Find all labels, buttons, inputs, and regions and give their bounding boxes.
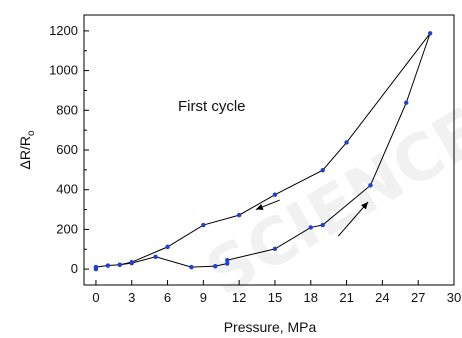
x-tick-label: 12 <box>232 290 246 305</box>
arrow-loading-shaft <box>337 201 369 237</box>
data-point <box>236 212 242 218</box>
data-point <box>93 264 99 270</box>
data-point <box>272 192 278 197</box>
y-axis-title-subscript: o <box>26 130 37 136</box>
series-layer <box>93 31 433 272</box>
data-point <box>225 261 230 266</box>
data-point <box>153 254 158 260</box>
data-point <box>117 262 123 267</box>
data-point <box>105 263 111 268</box>
data-point <box>129 259 134 265</box>
arrow-layer <box>255 199 369 237</box>
data-point <box>165 244 170 250</box>
data-point <box>404 100 409 105</box>
x-tick-label: 24 <box>375 290 389 305</box>
x-tick-label: 21 <box>339 290 353 305</box>
data-point <box>201 222 206 228</box>
y-tick-label: 600 <box>56 142 78 157</box>
arrow-unloading-head <box>255 203 264 210</box>
y-tick-label: 400 <box>56 182 78 197</box>
watermark: SCIENCE <box>194 95 462 312</box>
data-point <box>427 31 433 36</box>
x-tick-label: 30 <box>447 290 461 305</box>
x-tick-label: 9 <box>200 290 207 305</box>
data-point <box>272 246 278 252</box>
y-axis-title: ΔR/Ro <box>17 130 37 169</box>
data-point <box>320 168 325 173</box>
y-tick-label: 1200 <box>49 23 78 38</box>
x-tick-label: 6 <box>164 290 171 305</box>
y-tick-label: 200 <box>56 221 78 236</box>
y-tick-label: 0 <box>71 261 78 276</box>
x-tick-label: 18 <box>304 290 318 305</box>
svg-text:SCIENCE: SCIENCE <box>194 95 462 312</box>
y-axis-title-main: ΔR/R <box>17 136 33 169</box>
data-point <box>225 257 230 263</box>
x-tick-label: 27 <box>411 290 425 305</box>
x-axis: 0 3 6 9 12 15 18 21 24 27 30 <box>92 280 461 305</box>
x-tick-label: 3 <box>128 290 135 305</box>
y-tick-label: 800 <box>56 102 78 117</box>
data-point <box>320 222 325 228</box>
arrow-loading-head <box>361 202 369 210</box>
y-axis: 0 200 400 600 800 1000 1200 <box>49 23 89 276</box>
x-tick-label: 0 <box>92 290 99 305</box>
data-point <box>189 264 194 270</box>
annotation-first-cycle: First cycle <box>178 98 246 115</box>
x-tick-label: 15 <box>268 290 282 305</box>
data-point <box>368 183 373 188</box>
y-tick-label: 1000 <box>49 63 78 78</box>
x-axis-title: Pressure, MPa <box>224 319 317 335</box>
data-point <box>213 263 218 269</box>
data-point <box>344 140 349 145</box>
data-point <box>308 225 313 230</box>
series-line <box>95 32 431 270</box>
